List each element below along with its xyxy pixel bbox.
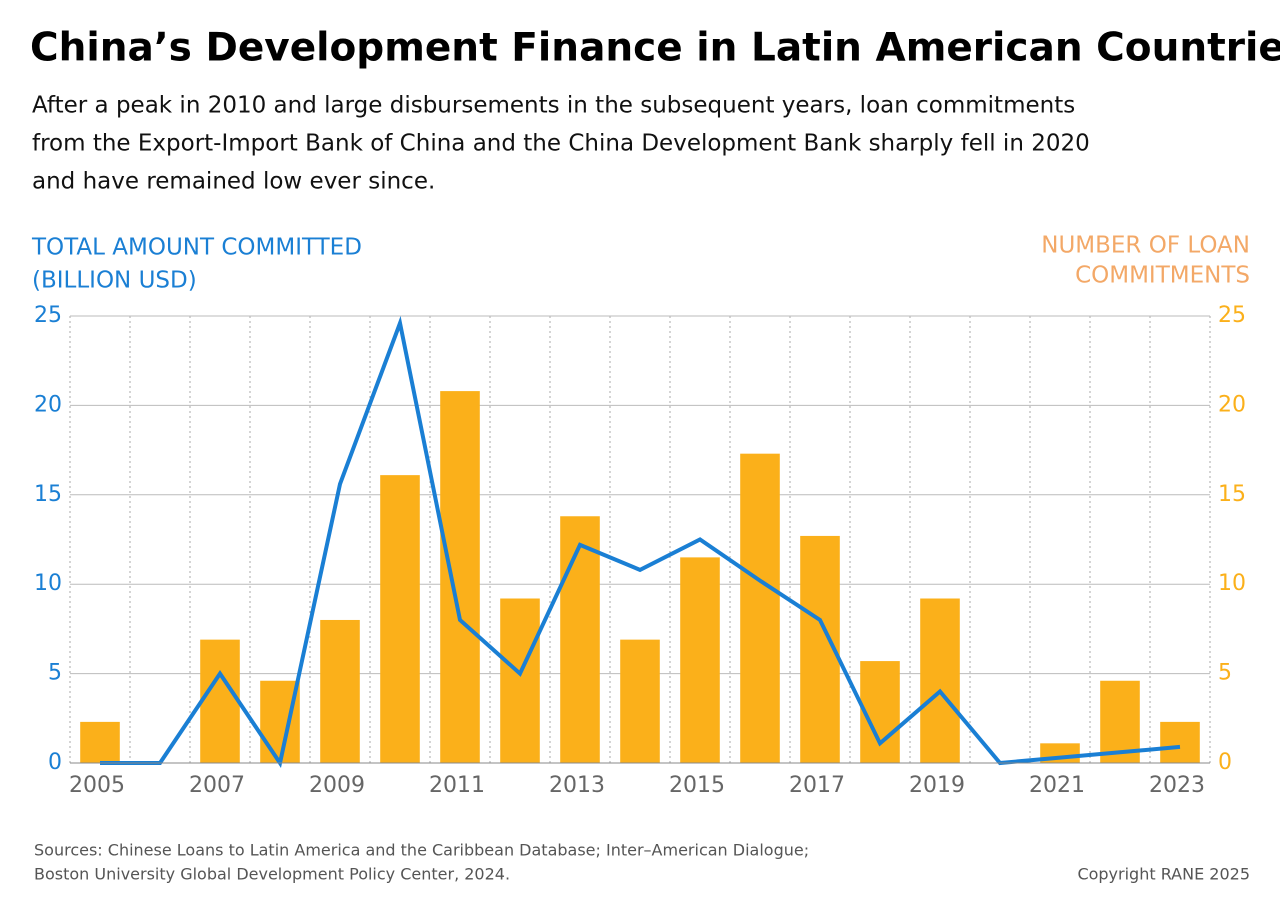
y-axis-label: (BILLION USD) bbox=[32, 268, 197, 294]
x-tick-label: 2021 bbox=[1029, 773, 1085, 798]
source: Boston University Global Development Pol… bbox=[34, 865, 510, 884]
x-tick-label: 2013 bbox=[549, 773, 605, 798]
x-tick-label: 2019 bbox=[909, 773, 965, 798]
y2-tick-label: 25 bbox=[1218, 303, 1246, 328]
bar bbox=[740, 453, 780, 763]
y2-tick-label: 20 bbox=[1218, 392, 1246, 417]
y-tick-label: 0 bbox=[48, 750, 62, 775]
bar bbox=[500, 598, 540, 763]
bar bbox=[320, 619, 360, 763]
y-tick-label: 20 bbox=[34, 392, 62, 417]
bar bbox=[200, 639, 240, 763]
bar bbox=[560, 516, 600, 763]
bar bbox=[620, 639, 660, 763]
y-tick-label: 15 bbox=[34, 482, 62, 507]
y-tick-label: 25 bbox=[34, 303, 62, 328]
source: Sources: Chinese Loans to Latin America … bbox=[34, 841, 809, 860]
subtitle: from the Export-Import Bank of China and… bbox=[32, 131, 1090, 157]
bar bbox=[1160, 721, 1200, 763]
x-tick-label: 2011 bbox=[429, 773, 485, 798]
bar bbox=[920, 598, 960, 763]
x-tick-label: 2007 bbox=[189, 773, 245, 798]
bar bbox=[680, 557, 720, 763]
y-axis-label: TOTAL AMOUNT COMMITTED bbox=[31, 235, 362, 261]
y-tick-label: 5 bbox=[48, 661, 62, 686]
x-tick-label: 2015 bbox=[669, 773, 725, 798]
copyright: Copyright RANE 2025 bbox=[1077, 865, 1250, 884]
bar bbox=[440, 391, 480, 763]
y-tick-label: 10 bbox=[34, 571, 62, 596]
y2-axis-label: COMMITMENTS bbox=[1075, 263, 1250, 289]
y2-tick-label: 0 bbox=[1218, 750, 1232, 775]
x-tick-label: 2023 bbox=[1149, 773, 1205, 798]
subtitle: After a peak in 2010 and large disbursem… bbox=[32, 93, 1075, 119]
x-tick-label: 2005 bbox=[69, 773, 125, 798]
y2-tick-label: 5 bbox=[1218, 661, 1232, 686]
y2-tick-label: 10 bbox=[1218, 571, 1246, 596]
bar bbox=[380, 475, 420, 763]
subtitle: and have remained low ever since. bbox=[32, 169, 435, 195]
y2-axis-label: NUMBER OF LOAN bbox=[1041, 233, 1250, 259]
chart-title: China’s Development Finance in Latin Ame… bbox=[30, 26, 1280, 71]
x-tick-label: 2009 bbox=[309, 773, 365, 798]
x-tick-label: 2017 bbox=[789, 773, 845, 798]
y2-tick-label: 15 bbox=[1218, 482, 1246, 507]
bar bbox=[80, 721, 120, 763]
